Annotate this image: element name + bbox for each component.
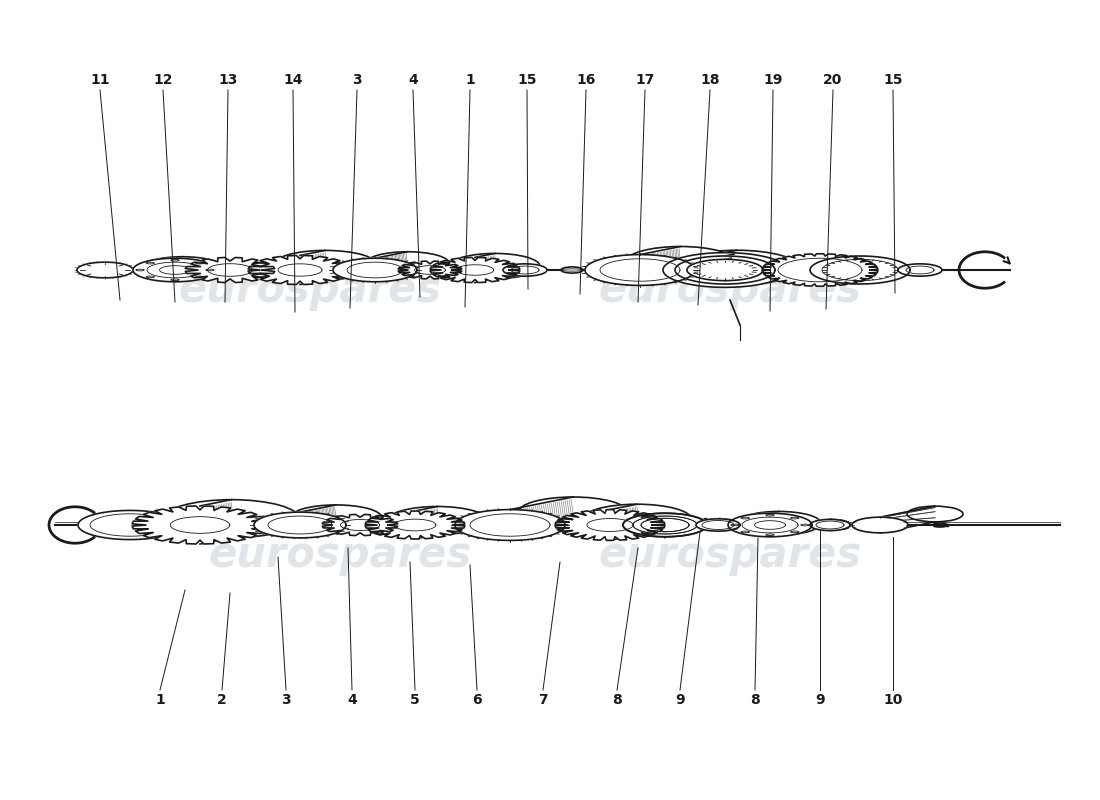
Ellipse shape (933, 523, 947, 527)
Polygon shape (185, 258, 275, 282)
Ellipse shape (675, 250, 799, 285)
Text: 7: 7 (538, 693, 548, 707)
Text: 13: 13 (218, 73, 238, 87)
Text: 15: 15 (883, 73, 903, 87)
Polygon shape (322, 514, 398, 535)
Polygon shape (696, 519, 740, 531)
Text: 8: 8 (750, 693, 760, 707)
Polygon shape (77, 262, 133, 278)
Text: 4: 4 (408, 73, 418, 87)
Ellipse shape (697, 518, 741, 531)
Text: 1: 1 (465, 73, 475, 87)
Polygon shape (398, 261, 462, 279)
Text: 3: 3 (352, 73, 362, 87)
Text: eurospares: eurospares (598, 269, 861, 311)
Ellipse shape (626, 246, 736, 278)
Polygon shape (503, 264, 547, 276)
Polygon shape (623, 514, 707, 537)
Text: eurospares: eurospares (208, 534, 472, 576)
Text: 6: 6 (472, 693, 482, 707)
Polygon shape (254, 512, 346, 538)
Polygon shape (663, 253, 786, 287)
Polygon shape (133, 258, 217, 282)
Polygon shape (810, 519, 850, 530)
Polygon shape (810, 256, 910, 284)
Ellipse shape (518, 497, 628, 528)
Polygon shape (132, 506, 268, 544)
Polygon shape (852, 517, 907, 533)
Polygon shape (585, 254, 695, 286)
Text: 12: 12 (153, 73, 173, 87)
Polygon shape (430, 258, 520, 282)
Polygon shape (455, 510, 565, 540)
Ellipse shape (365, 252, 450, 275)
Polygon shape (675, 256, 776, 284)
Text: 16: 16 (576, 73, 596, 87)
Text: eurospares: eurospares (598, 534, 861, 576)
Ellipse shape (684, 254, 784, 282)
Text: 11: 11 (90, 73, 110, 87)
Polygon shape (762, 254, 878, 286)
Ellipse shape (693, 258, 769, 279)
Polygon shape (728, 514, 812, 537)
Text: 8: 8 (612, 693, 621, 707)
Text: 5: 5 (410, 693, 420, 707)
Text: 2: 2 (217, 693, 227, 707)
Text: 9: 9 (675, 693, 685, 707)
Text: 17: 17 (636, 73, 654, 87)
Text: 18: 18 (701, 73, 719, 87)
Text: 9: 9 (815, 693, 825, 707)
Text: 10: 10 (883, 693, 903, 707)
Polygon shape (249, 255, 352, 285)
Polygon shape (365, 511, 465, 539)
Ellipse shape (561, 267, 583, 273)
Text: 20: 20 (823, 73, 843, 87)
Ellipse shape (812, 519, 851, 530)
Polygon shape (333, 258, 417, 282)
Text: 14: 14 (284, 73, 302, 87)
Ellipse shape (737, 511, 821, 535)
Ellipse shape (582, 504, 692, 535)
Ellipse shape (450, 254, 540, 278)
Text: 19: 19 (763, 73, 783, 87)
Ellipse shape (290, 505, 382, 530)
Text: 3: 3 (282, 693, 290, 707)
Text: eurospares: eurospares (178, 269, 441, 311)
Polygon shape (78, 510, 182, 539)
Text: 4: 4 (348, 693, 356, 707)
Text: 15: 15 (517, 73, 537, 87)
Polygon shape (556, 510, 664, 540)
Ellipse shape (273, 250, 377, 279)
Ellipse shape (908, 506, 962, 522)
Ellipse shape (141, 257, 224, 280)
Ellipse shape (387, 506, 487, 534)
Polygon shape (688, 259, 763, 281)
Ellipse shape (164, 500, 299, 538)
Polygon shape (898, 264, 942, 276)
Text: 1: 1 (155, 693, 165, 707)
